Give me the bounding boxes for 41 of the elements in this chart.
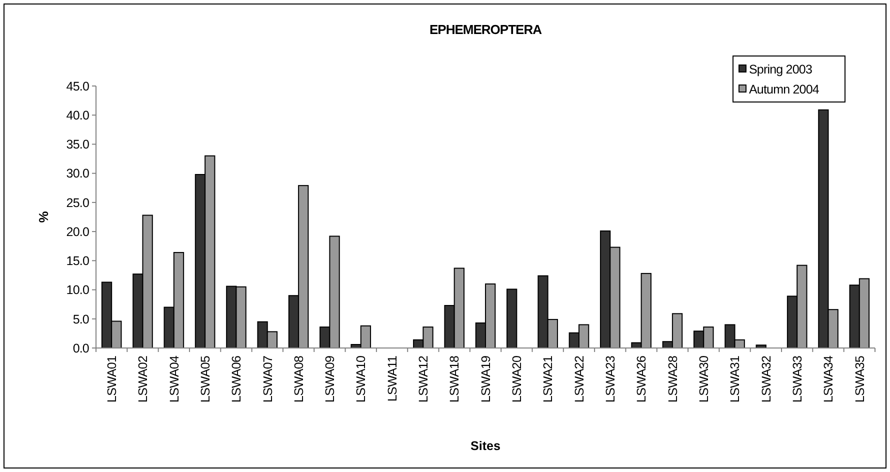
x-tick-label: LSWA10 xyxy=(354,356,368,402)
x-tick-label: LSWA18 xyxy=(448,356,462,402)
x-tick-label: LSWA33 xyxy=(790,356,804,402)
x-tick-label: LSWA12 xyxy=(416,356,431,402)
x-tick-label: LSWA22 xyxy=(572,356,586,402)
x-tick-label: LSWA05 xyxy=(198,356,212,402)
chart-title: EPHEMEROPTERA xyxy=(430,22,543,37)
y-tick-label: 30.0 xyxy=(66,166,90,181)
x-tick-label: LSWA20 xyxy=(510,356,524,402)
x-tick-label: LSWA35 xyxy=(852,356,867,402)
x-tick-label: LSWA06 xyxy=(230,356,244,402)
x-tick-label: LSWA19 xyxy=(478,356,493,402)
x-tick-label: LSWA34 xyxy=(822,356,836,402)
x-tick-label: LSWA01 xyxy=(104,356,119,402)
x-tick-label: LSWA07 xyxy=(260,356,275,402)
legend-label: Autumn 2004 xyxy=(749,82,820,96)
x-tick-label: LSWA08 xyxy=(292,356,306,402)
y-tick-label: 40.0 xyxy=(66,108,90,122)
y-axis-title: % xyxy=(36,210,51,223)
y-tick-label: 5.0 xyxy=(72,312,90,326)
x-tick-label: LSWA31 xyxy=(728,356,742,402)
x-tick-label: LSWA09 xyxy=(323,356,338,402)
y-tick-label: 20.0 xyxy=(66,224,90,239)
bar xyxy=(506,288,518,348)
x-tick-label: LSWA04 xyxy=(167,356,182,402)
y-tick-label: 45.0 xyxy=(66,79,90,94)
x-tick-label: LSWA30 xyxy=(696,356,711,402)
y-tick-label: 35.0 xyxy=(66,138,90,152)
x-tick-label: LSWA21 xyxy=(541,356,556,402)
y-tick-label: 25.0 xyxy=(66,196,90,210)
x-tick-label: LSWA26 xyxy=(634,356,649,402)
legend-label: Spring 2003 xyxy=(749,62,812,76)
x-tick-label: LSWA11 xyxy=(385,356,400,402)
x-tick-label: LSWA02 xyxy=(136,356,150,402)
x-axis-title: Sites xyxy=(470,439,500,453)
y-tick-label: 15.0 xyxy=(66,254,90,268)
x-tick-label: LSWA23 xyxy=(604,356,618,402)
y-tick-label: 0.0 xyxy=(72,341,90,356)
x-tick-label: LSWA32 xyxy=(759,356,774,402)
y-tick-label: 10.0 xyxy=(66,283,90,298)
x-tick-label: LSWA28 xyxy=(666,356,680,402)
